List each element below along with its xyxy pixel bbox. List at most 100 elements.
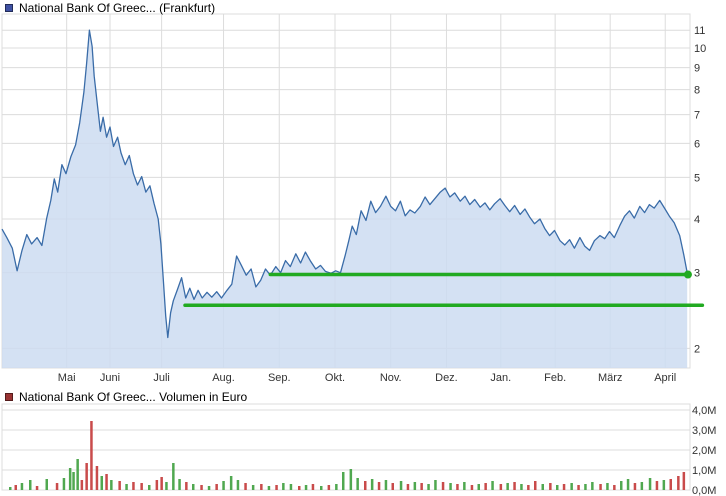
volume-bar — [327, 485, 331, 490]
volume-bar — [640, 482, 644, 490]
price-line — [1, 29, 688, 339]
volume-bar — [90, 421, 93, 490]
volume-bar — [506, 483, 509, 490]
volume-bar — [118, 481, 121, 490]
last-price-marker — [683, 270, 692, 279]
volume-bar — [384, 480, 388, 490]
volume-legend-marker — [5, 393, 13, 401]
volume-bar — [140, 483, 143, 490]
volume-bar — [244, 483, 247, 490]
volume-bar — [420, 483, 423, 490]
volume-bar — [648, 478, 652, 490]
volume-bar — [282, 483, 285, 490]
price-area-fill — [2, 30, 688, 368]
volume-bar — [527, 485, 530, 490]
volume-bar — [556, 485, 559, 490]
volume-bar — [222, 481, 225, 490]
volume-bar — [85, 463, 88, 490]
volume-bar — [155, 480, 159, 490]
volume-bar — [200, 485, 203, 490]
volume-bar — [298, 486, 301, 490]
volume-bar — [562, 484, 566, 490]
volume-bar — [441, 482, 445, 490]
volume-bar — [391, 483, 394, 490]
volume-bar — [534, 481, 537, 490]
volume-bar — [95, 466, 99, 490]
volume-plot-border — [1, 403, 691, 491]
volume-bar — [662, 480, 666, 490]
volume-bar — [9, 487, 12, 490]
volume-bar — [577, 485, 580, 490]
volume-bar — [14, 485, 17, 490]
volume-y-tick-label: 0,0M — [692, 485, 716, 496]
volume-y-tick-label: 4,0M — [692, 405, 716, 417]
volume-bar — [541, 484, 544, 490]
volume-bar — [68, 468, 72, 490]
volume-bar — [626, 479, 630, 490]
month-tick-label: Okt. — [325, 372, 345, 384]
volume-bar — [335, 484, 338, 490]
volume-bar — [320, 486, 323, 490]
price-y-tick-label: 5 — [694, 172, 700, 184]
volume-bar — [655, 481, 659, 490]
volume-bar — [413, 482, 417, 490]
volume-bar — [165, 482, 168, 490]
volume-bar — [20, 483, 24, 490]
volume-bar — [682, 472, 686, 490]
month-tick-label: März — [598, 372, 622, 384]
volume-bar — [349, 469, 353, 490]
volume-bar — [449, 483, 452, 490]
volume-bar — [160, 477, 163, 490]
volume-bar — [591, 482, 594, 490]
price-y-tick-label: 6 — [694, 138, 700, 150]
price-y-tick-label: 8 — [694, 85, 700, 97]
price-y-tick-label: 4 — [694, 214, 700, 226]
volume-bar — [185, 482, 188, 490]
month-tick-label: Jan. — [490, 372, 511, 384]
volume-bar — [434, 480, 437, 490]
volume-bar — [477, 484, 480, 490]
volume-bar — [251, 485, 255, 490]
volume-bar — [311, 484, 315, 490]
volume-y-tick-label: 3,0M — [692, 425, 716, 437]
volume-bar — [427, 484, 430, 490]
month-tick-label: April — [654, 372, 676, 384]
volume-bar — [289, 484, 293, 490]
volume-bar — [484, 483, 487, 490]
volume-bar — [584, 484, 587, 490]
volume-bar — [192, 484, 195, 490]
volume-bar — [275, 485, 278, 490]
price-y-tick-label: 9 — [694, 63, 700, 75]
price-y-tick-label: 10 — [694, 43, 706, 55]
volume-chart-legend: National Bank Of Greec... Volumen in Eur… — [5, 390, 247, 404]
volume-bar — [470, 485, 474, 490]
volume-bar — [267, 486, 271, 490]
month-tick-label: Dez. — [435, 372, 458, 384]
volume-y-tick-label: 1,0M — [692, 465, 716, 477]
volume-bar — [260, 484, 263, 490]
month-tick-label: Nov. — [380, 372, 402, 384]
volume-bar — [620, 481, 623, 490]
volume-bar — [364, 481, 367, 490]
volume-bar — [549, 483, 552, 490]
volume-bar — [45, 479, 48, 490]
month-tick-label: Feb. — [544, 372, 566, 384]
volume-bar — [35, 486, 39, 490]
volume-bar — [406, 484, 410, 490]
volume-bar — [236, 480, 240, 490]
volume-bar — [55, 483, 59, 490]
volume-bar — [229, 476, 233, 490]
volume-bar — [399, 481, 403, 490]
volume-bar — [570, 483, 573, 490]
volume-bar — [172, 463, 175, 490]
volume-bar — [125, 484, 128, 490]
volume-bar — [513, 482, 516, 490]
month-tick-label: Aug. — [212, 372, 235, 384]
volume-bar — [342, 472, 345, 490]
volume-bar — [29, 480, 32, 490]
price-y-tick-label: 7 — [694, 110, 700, 122]
volume-bar — [377, 482, 381, 490]
price-y-tick-label: 11 — [694, 25, 705, 37]
